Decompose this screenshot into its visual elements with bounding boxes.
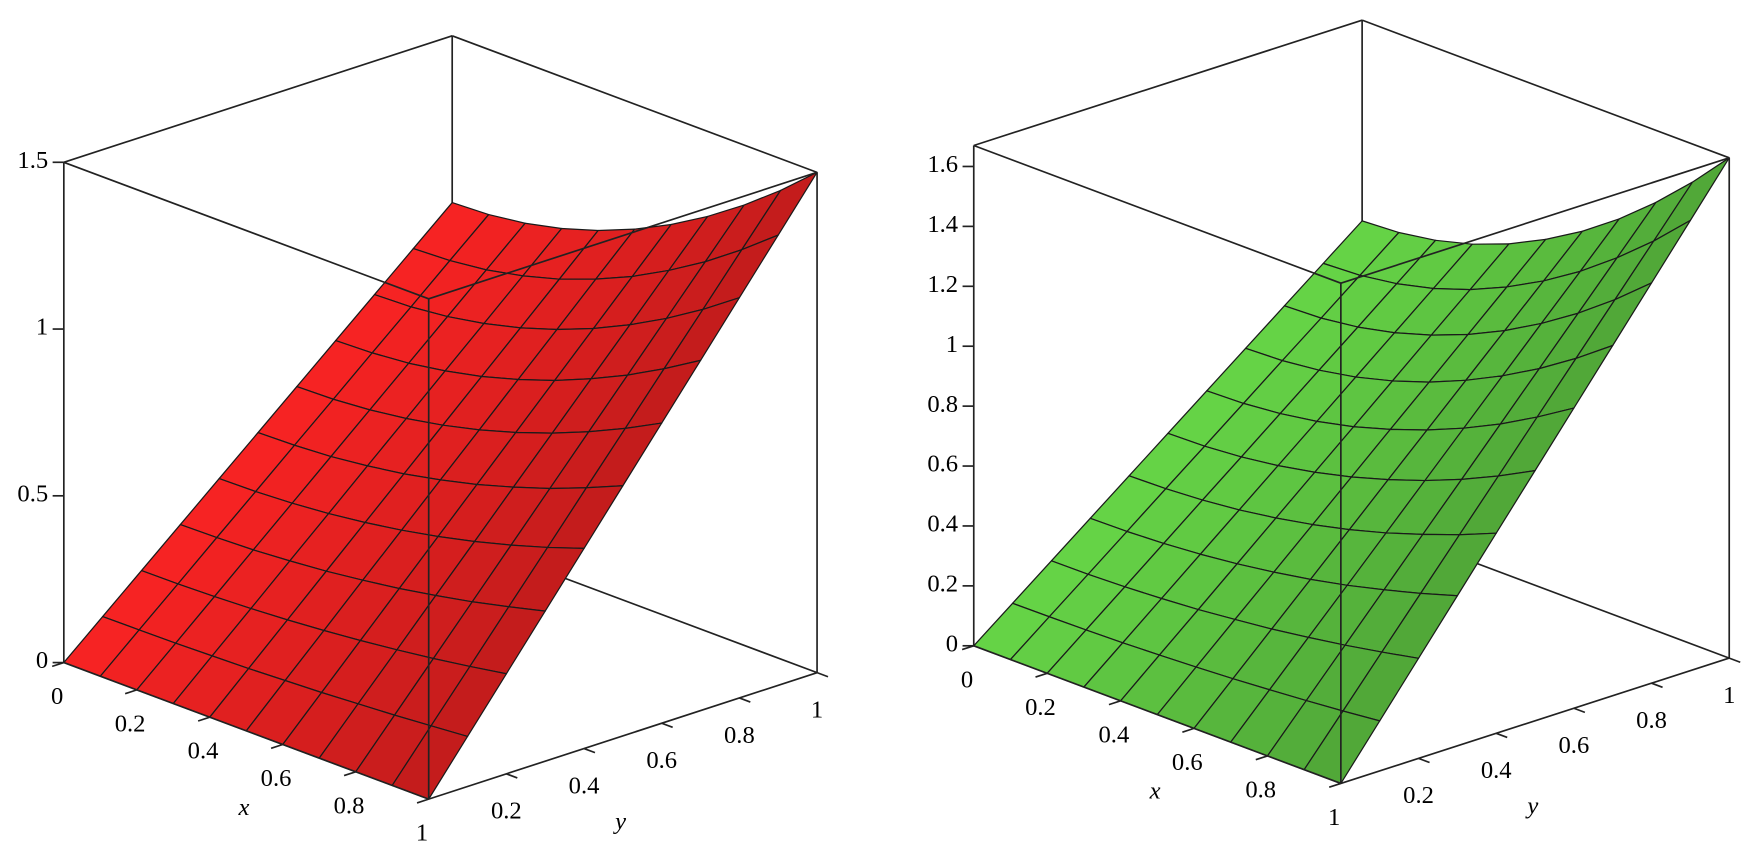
y-tick — [739, 697, 751, 703]
z-tick-label: 1.5 — [17, 147, 48, 174]
z-tick-label: 1 — [946, 331, 958, 358]
x-tick — [961, 644, 975, 651]
z-tick-label: 1.6 — [927, 151, 958, 178]
x-tick — [1255, 755, 1268, 761]
x-tick-label: 0.6 — [261, 765, 292, 792]
box-edge — [451, 35, 818, 174]
y-axis — [1340, 657, 1730, 785]
x-tick-label: 0.8 — [334, 792, 365, 819]
y-tick — [1573, 707, 1586, 714]
x-tick — [1328, 782, 1342, 789]
x-tick — [416, 798, 429, 804]
x-axis — [973, 645, 1342, 785]
box-edge — [1340, 157, 1730, 284]
y-axis-label: y — [1524, 793, 1538, 820]
x-tick-label: 0.4 — [188, 738, 219, 765]
x-tick-label: 1 — [1328, 804, 1340, 831]
y-tick-label: 0.2 — [1403, 782, 1434, 809]
y-axis — [428, 671, 818, 800]
y-tick-label: 1 — [811, 696, 823, 723]
x-tick — [197, 716, 211, 722]
x-tick-label: 1 — [416, 820, 428, 847]
y-tick-label: 0.4 — [1481, 757, 1512, 784]
x-tick-label: 0.2 — [1025, 694, 1056, 721]
x-tick — [51, 661, 65, 668]
y-tick — [816, 671, 829, 678]
z-tick-label: 0.8 — [927, 391, 958, 418]
x-axis-label: x — [238, 794, 250, 821]
z-tick-label: 1.4 — [927, 211, 958, 238]
y-tick — [661, 722, 673, 729]
box-edge — [63, 35, 453, 164]
x-tick — [270, 743, 284, 750]
box-edge — [973, 144, 1342, 284]
y-tick-label: 1 — [1723, 682, 1735, 709]
z-tick-label: 0.2 — [927, 571, 958, 598]
y-tick — [1418, 757, 1430, 764]
z-tick-label: 0.6 — [927, 451, 958, 478]
z-tick-label: 0 — [946, 630, 958, 657]
y-tick — [1495, 732, 1508, 739]
y-tick-label: 0.4 — [569, 772, 600, 799]
z-tick-label: 1.2 — [927, 271, 958, 298]
x-tick — [1035, 672, 1048, 678]
box-edge — [973, 19, 1363, 147]
y-tick — [583, 747, 596, 754]
y-tick-label: 0.8 — [1636, 707, 1667, 734]
y-tick — [1728, 657, 1741, 664]
x-tick-label: 0 — [961, 666, 973, 693]
y-tick-label: 0.2 — [491, 798, 522, 825]
x-tick-label: 0.4 — [1098, 721, 1129, 748]
x-tick-label: 0.8 — [1245, 776, 1276, 803]
z-tick-label: 0.4 — [927, 511, 958, 538]
x-tick — [1182, 727, 1195, 733]
y-tick-label: 0.6 — [1558, 732, 1589, 759]
x-tick-label: 0.6 — [1172, 749, 1203, 776]
x-tick — [1108, 700, 1121, 706]
x-axis — [63, 661, 429, 800]
surface-plot: 0 0.2 0.4 0.6 0.8 1 1.2 1.4 1.6 0 0.2 0.4 0.6 0.8 1 0.2… — [927, 19, 1741, 831]
z-tick-label: 0.5 — [17, 480, 48, 507]
surface-plot: 0 0.5 1 1.5 0 0.2 0.4 0.6 0.8 1 0.2 0.4 0.6 0.8 1 x y — [17, 35, 829, 847]
y-tick-label: 0.6 — [646, 747, 677, 774]
x-tick — [124, 689, 138, 695]
y-tick — [1651, 682, 1663, 689]
y-axis-label: y — [612, 808, 626, 835]
box-edge — [1361, 19, 1730, 159]
x-axis-label: x — [1149, 778, 1161, 805]
z-tick-label: 0 — [36, 647, 48, 674]
box-edge — [63, 161, 429, 300]
y-tick — [506, 773, 518, 779]
y-tick-label: 0.8 — [724, 722, 755, 749]
x-tick — [343, 771, 356, 777]
box-edge — [428, 171, 818, 300]
x-tick-label: 0.2 — [115, 710, 146, 737]
x-tick-label: 0 — [51, 683, 63, 710]
z-tick-label: 1 — [36, 314, 48, 341]
